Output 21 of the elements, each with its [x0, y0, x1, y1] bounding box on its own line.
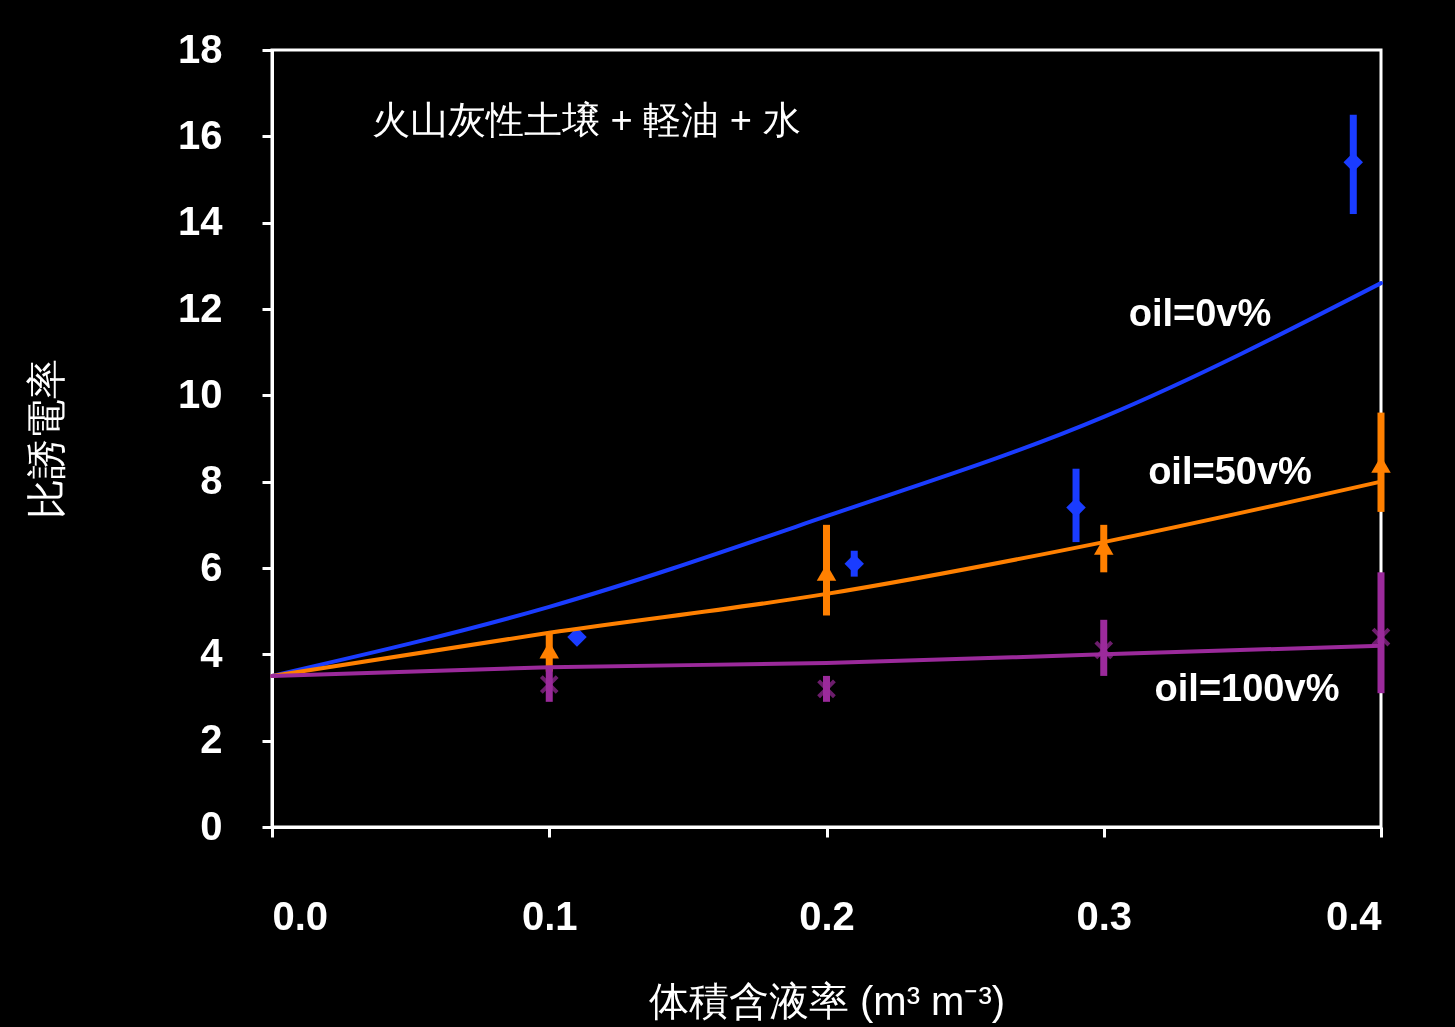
- y-tick-label: 6: [200, 544, 223, 589]
- annotation: 火山灰性土壌 + 軽油 + 水: [372, 99, 801, 141]
- annotation: oil=50v%: [1148, 450, 1312, 492]
- annotation: oil=100v%: [1154, 667, 1340, 709]
- x-tick-label: 0.3: [1076, 893, 1133, 938]
- y-tick-label: 4: [200, 630, 224, 675]
- x-tick-label: 0.1: [521, 893, 578, 938]
- y-tick-label: 16: [178, 112, 223, 157]
- x-tick-label: 0.4: [1325, 893, 1383, 938]
- y-tick-label: 8: [200, 458, 223, 503]
- y-tick-label: 0: [200, 803, 223, 848]
- x-axis-title: 体積含液率 (m³ m⁻³): [648, 978, 1006, 1023]
- y-tick-label: 18: [178, 26, 223, 71]
- annotation: oil=0v%: [1128, 292, 1272, 334]
- y-tick-label: 12: [178, 285, 223, 330]
- y-tick-label: 2: [200, 717, 223, 762]
- x-tick-label: 0.2: [799, 893, 855, 938]
- y-axis-title: 比誘電率: [24, 359, 69, 519]
- y-tick-label: 14: [178, 199, 224, 244]
- y-tick-label: 10: [178, 371, 223, 416]
- x-tick-label: 0.0: [272, 893, 329, 938]
